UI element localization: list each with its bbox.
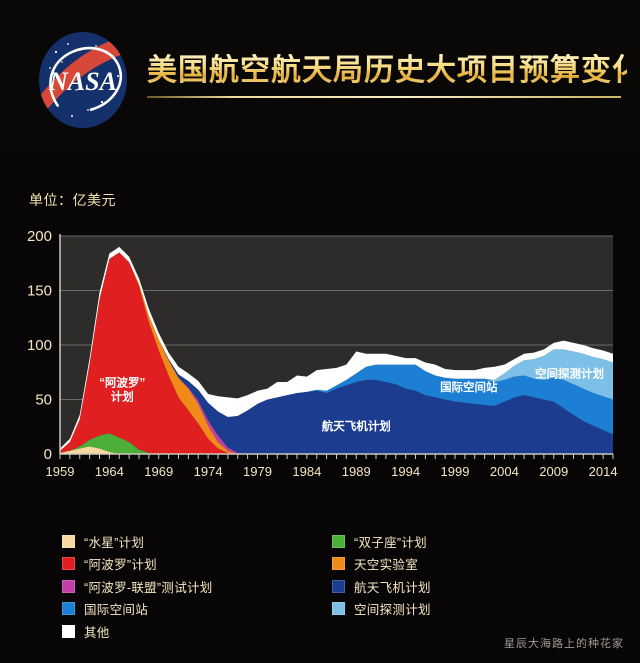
legend-swatch [62, 602, 75, 616]
x-axis-ticks: 1959 1964 1969 1974 1979 1984 1989 1994 1999 2004… [46, 454, 618, 479]
y-axis-tick-label: 0 [44, 446, 52, 463]
title-divider [147, 96, 621, 98]
legend-item[interactable]: “阿波罗-联盟”测试计划 [62, 575, 213, 598]
legend-item[interactable]: 其他 [62, 620, 213, 643]
budget-stacked-area-chart: 0 50 100 150 200 1959 1964 1969 1974 1979 1984 198… [0, 228, 640, 493]
legend-swatch [62, 624, 75, 638]
legend-label: “双子座”计划 [354, 535, 427, 550]
x-axis-tick-label: 2009 [539, 464, 568, 479]
legend-label: “水星”计划 [84, 535, 145, 550]
legend-item[interactable]: “双子座”计划 [332, 530, 431, 553]
nasa-logo: NASA [28, 28, 138, 132]
area-series [60, 433, 613, 454]
area-series [60, 252, 613, 451]
x-axis-tick-label: 1964 [95, 464, 124, 479]
chart-annotation-label: 航天飞机计划 [322, 419, 391, 433]
chart-annotation-label: “阿波罗”计划 [99, 375, 145, 403]
x-axis-tick-label: 1994 [391, 464, 420, 479]
area-series-group [60, 246, 613, 454]
x-axis-tick-label: 1979 [243, 464, 272, 479]
legend-item[interactable]: “阿波罗”计划 [62, 553, 213, 576]
x-axis-tick-label: 1974 [194, 464, 223, 479]
y-axis-tick-label: 150 [27, 283, 52, 300]
title-block: 美国航空航天局历史大项目预算变化 [147, 54, 640, 98]
legend-label: 天空实验室 [354, 558, 419, 573]
legend-column-left: “水星”计划 “阿波罗”计划 “阿波罗-联盟”测试计划 国际空间站其他 [62, 530, 213, 643]
nasa-logo-text: NASA [48, 67, 117, 96]
y-axis-tick-label: 50 [35, 392, 52, 409]
watermark: 星辰大海路上的种花家 [504, 638, 624, 650]
page-header: NASA 美国航空航天局历史大项目预算变化 [0, 0, 640, 150]
legend-swatch [332, 534, 345, 548]
legend-swatch [62, 534, 75, 548]
legend-item[interactable]: 空间探测计划 [332, 598, 431, 621]
y-axis-ticks: 0 50 100 150 200 [27, 228, 52, 463]
area-series [60, 252, 613, 454]
x-axis-tick-label: 1984 [292, 464, 321, 479]
x-axis-tick-label: 1969 [144, 464, 173, 479]
chart-legend: “水星”计划 “阿波罗”计划 “阿波罗-联盟”测试计划 国际空间站其他 “双子座”计划… [0, 530, 640, 640]
chart-svg: 0 50 100 150 200 1959 1964 1969 1974 1979 1984 198… [27, 228, 618, 479]
chart-annotation-label: 空间探测计划 [535, 367, 604, 381]
legend-swatch [332, 557, 345, 571]
legend-column-right: “双子座”计划 天空实验室航天飞机计划 空间探测计划 [332, 530, 431, 620]
x-axis-tick-label: 1959 [46, 464, 75, 479]
area-series [60, 252, 613, 454]
legend-item[interactable]: “水星”计划 [62, 530, 213, 553]
legend-swatch [332, 579, 345, 593]
legend-swatch [62, 579, 75, 593]
area-series [60, 252, 613, 454]
page-title: 美国航空航天局历史大项目预算变化 [147, 54, 640, 87]
area-series [60, 446, 613, 454]
legend-label: 空间探测计划 [354, 603, 431, 618]
legend-swatch [62, 557, 75, 571]
chart-annotation-label: 国际空间站 [440, 380, 498, 394]
unit-label: 单位：亿美元 [29, 192, 116, 208]
legend-label: “阿波罗-联盟”测试计划 [84, 580, 213, 595]
legend-label: 其他 [84, 625, 110, 640]
legend-item[interactable]: 国际空间站 [62, 598, 213, 621]
legend-item[interactable]: 航天飞机计划 [332, 575, 431, 598]
x-axis-tick-label: 2014 [589, 464, 618, 479]
y-axis-tick-label: 100 [27, 337, 52, 354]
legend-label: 航天飞机计划 [354, 580, 431, 595]
y-axis-tick-label: 200 [27, 228, 52, 245]
legend-item[interactable]: 天空实验室 [332, 553, 431, 576]
x-axis-tick-label: 1989 [342, 464, 371, 479]
x-axis-tick-label: 1999 [441, 464, 470, 479]
legend-label: 国际空间站 [84, 603, 149, 618]
legend-swatch [332, 602, 345, 616]
x-axis-tick-label: 2004 [490, 464, 519, 479]
legend-label: “阿波罗”计划 [84, 558, 157, 573]
